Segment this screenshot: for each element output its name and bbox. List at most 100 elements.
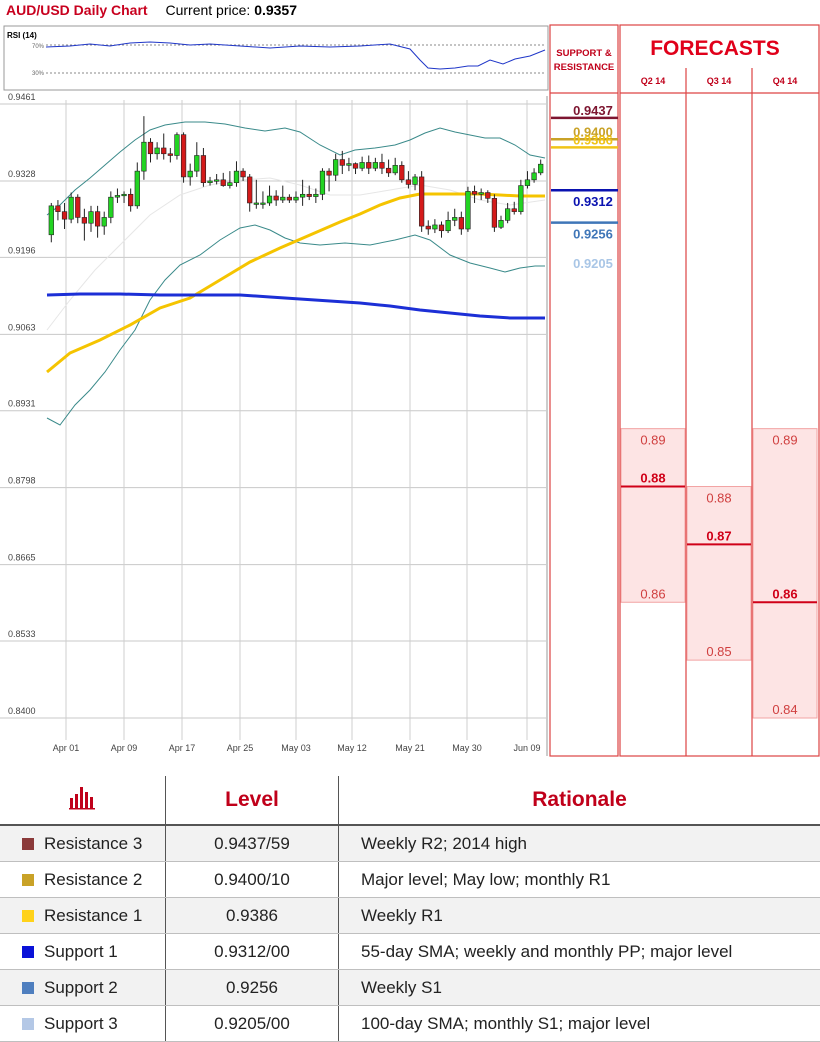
sr-level-support-3: 0.9205 bbox=[573, 256, 613, 271]
candle-body-up bbox=[433, 225, 438, 229]
y-tick-label: 0.9328 bbox=[8, 169, 36, 179]
candle-body-down bbox=[274, 196, 279, 200]
forecast-low-label: 0.85 bbox=[706, 644, 731, 659]
candle-body-up bbox=[109, 197, 114, 217]
level-name-cell: Resistance 3 bbox=[0, 825, 166, 862]
candle-body-up bbox=[49, 206, 54, 235]
candle-body-up bbox=[538, 164, 543, 173]
candle-body-up bbox=[525, 180, 530, 186]
candle bbox=[181, 132, 186, 182]
candle-body-up bbox=[360, 162, 365, 168]
candle-body-down bbox=[75, 197, 80, 217]
x-tick-label: Apr 17 bbox=[169, 743, 196, 753]
candle-body-up bbox=[194, 156, 199, 172]
candle-body-up bbox=[505, 209, 510, 221]
candle-body-down bbox=[221, 180, 226, 186]
forecast-low-label: 0.86 bbox=[640, 586, 665, 601]
level-name-cell: Support 2 bbox=[0, 970, 166, 1006]
candle-body-down bbox=[161, 148, 166, 154]
candle-body-down bbox=[366, 162, 371, 168]
chart-figure: RSI (14) 70% 30% 0.94610.93280.91960.906… bbox=[0, 0, 820, 770]
x-tick-label: May 12 bbox=[337, 743, 367, 753]
forecast-high-label: 0.89 bbox=[772, 433, 797, 448]
y-tick-label: 0.8400 bbox=[8, 706, 36, 716]
candle-body-down bbox=[62, 212, 67, 220]
level-name: Resistance 1 bbox=[44, 906, 142, 925]
forecasts-title: FORECASTS bbox=[650, 37, 780, 60]
candle-body-up bbox=[532, 173, 537, 180]
candle bbox=[419, 171, 424, 232]
forecast-mid-label: 0.87 bbox=[706, 528, 731, 543]
rsi-label: RSI (14) bbox=[7, 31, 37, 40]
x-tick-label: Jun 09 bbox=[513, 743, 540, 753]
candle-body-up bbox=[320, 171, 325, 194]
rsi-frame bbox=[4, 26, 548, 90]
candle-body-down bbox=[56, 206, 61, 212]
candle-body-down bbox=[168, 154, 173, 156]
y-tick-label: 0.8931 bbox=[8, 399, 36, 409]
level-name: Resistance 2 bbox=[44, 870, 142, 889]
bar-chart-icon bbox=[68, 784, 98, 810]
candle-body-up bbox=[214, 180, 219, 182]
level-color-swatch bbox=[22, 946, 34, 958]
y-tick-label: 0.8665 bbox=[8, 553, 36, 563]
x-tick-label: Apr 25 bbox=[227, 743, 254, 753]
forecast-quarter-label: Q2 14 bbox=[641, 76, 666, 86]
table-header-icon-cell bbox=[0, 776, 166, 825]
rationale-cell: 55-day SMA; weekly and monthly PP; major… bbox=[339, 934, 820, 970]
rationale-cell: Major level; May low; monthly R1 bbox=[339, 862, 820, 898]
level-value-cell: 0.9312/00 bbox=[166, 934, 339, 970]
forecast-range-bar bbox=[621, 429, 685, 603]
x-tick-label: Apr 09 bbox=[111, 743, 138, 753]
rationale-cell: Weekly S1 bbox=[339, 970, 820, 1006]
level-value-cell: 0.9437/59 bbox=[166, 825, 339, 862]
level-color-swatch bbox=[22, 838, 34, 850]
candle-body-up bbox=[300, 194, 305, 197]
candle-body-down bbox=[399, 165, 404, 179]
rsi-30-label: 30% bbox=[32, 71, 45, 77]
sr-title-line1: SUPPORT & bbox=[556, 48, 612, 59]
candle-body-up bbox=[294, 197, 299, 200]
rsi-panel: RSI (14) 70% 30% bbox=[4, 26, 548, 90]
rationale-cell: Weekly R2; 2014 high bbox=[339, 825, 820, 862]
candle-body-down bbox=[148, 142, 153, 154]
level-value-cell: 0.9400/10 bbox=[166, 862, 339, 898]
level-name-cell: Support 3 bbox=[0, 1006, 166, 1042]
level-name-cell: Support 1 bbox=[0, 934, 166, 970]
candle-body-up bbox=[267, 196, 272, 203]
candle-body-down bbox=[380, 162, 385, 168]
candle-body-down bbox=[128, 194, 133, 206]
candle-body-up bbox=[175, 135, 180, 156]
candle-body-up bbox=[142, 142, 147, 171]
forecast-high-label: 0.89 bbox=[640, 433, 665, 448]
level-name: Support 3 bbox=[44, 1014, 118, 1033]
y-tick-label: 0.9063 bbox=[8, 322, 36, 332]
forecast-range-bar bbox=[753, 429, 817, 718]
forecast-quarter-label: Q3 14 bbox=[707, 76, 732, 86]
candle-body-up bbox=[280, 197, 285, 200]
candle-body-down bbox=[201, 156, 206, 183]
table-header-row: Level Rationale bbox=[0, 776, 820, 825]
candle-body-up bbox=[519, 186, 524, 212]
level-name-cell: Resistance 2 bbox=[0, 862, 166, 898]
candle-body-down bbox=[82, 217, 87, 223]
candle-body-up bbox=[135, 171, 140, 206]
sr-level-label: 0.9437 bbox=[573, 103, 613, 118]
candle-body-up bbox=[499, 220, 504, 227]
candle-body-down bbox=[419, 177, 424, 226]
y-tick-label: 0.9461 bbox=[8, 92, 36, 102]
table-header-rationale: Rationale bbox=[339, 776, 820, 825]
rationale-cell: Weekly R1 bbox=[339, 898, 820, 934]
forecast-low-label: 0.84 bbox=[772, 702, 797, 717]
forecast-mid-label: 0.88 bbox=[640, 471, 665, 486]
level-name-cell: Resistance 1 bbox=[0, 898, 166, 934]
candle bbox=[69, 193, 74, 224]
x-tick-label: Apr 01 bbox=[53, 743, 80, 753]
candle-body-up bbox=[89, 212, 94, 224]
candle-body-down bbox=[386, 168, 391, 173]
